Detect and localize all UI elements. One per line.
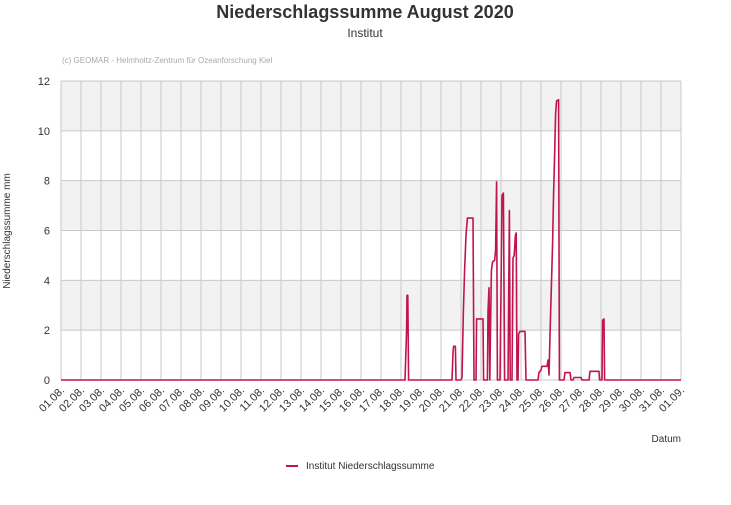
y-axis-title: Niederschlagssumme mm [2,173,13,289]
y-tick-labels: 0 2 4 6 8 10 12 [38,76,50,387]
y-tick-label: 2 [44,325,50,337]
x-axis-title: Datum [652,434,681,445]
series-line[interactable] [61,98,681,381]
y-tick-label: 4 [44,275,50,287]
y-tick-label: 8 [44,176,50,188]
plot-band [61,280,681,331]
credit-text: (c) GEOMAR - Helmholtz-Zentrum für Ozean… [62,56,273,65]
legend[interactable]: Institut Niederschlagssumme [286,461,435,472]
series-layer [61,98,681,381]
y-tick-label: 10 [38,126,50,138]
chart-title: Niederschlagssumme August 2020 [216,2,513,22]
y-tick-label: 6 [44,226,50,238]
x-tick-labels: 01.08.02.08.03.08.04.08.05.08.06.08.07.0… [37,385,687,415]
y-tick-label: 12 [38,76,50,88]
plot-bands [61,81,681,331]
legend-label[interactable]: Institut Niederschlagssumme [306,461,435,472]
chart-subtitle: Institut [347,26,383,40]
plot-band [61,180,681,231]
plot-band [61,81,681,131]
y-tick-label: 0 [44,375,50,387]
